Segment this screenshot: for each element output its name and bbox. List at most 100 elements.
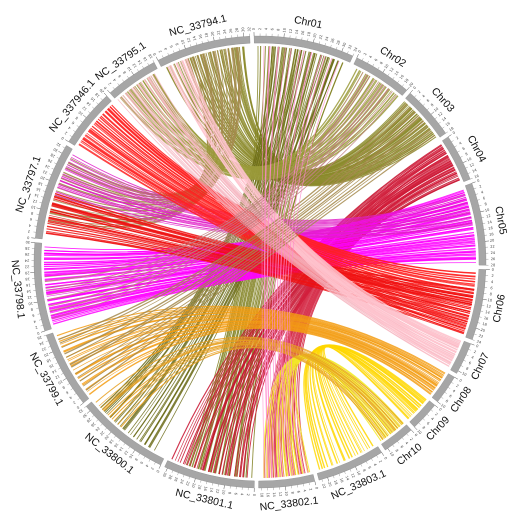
tick-label: 26 (229, 28, 234, 34)
tick-label: 0 (252, 494, 256, 497)
tick-label: 12 (350, 473, 355, 479)
tick-label: 0 (252, 27, 256, 30)
tick-label: 12 (469, 162, 475, 168)
tick-label: 24 (476, 339, 482, 345)
tick-label: 4 (68, 395, 73, 400)
tick-mark (117, 83, 120, 86)
tick-mark (190, 44, 192, 47)
tick-mark (479, 316, 482, 318)
tick-mark (336, 46, 338, 50)
tick-label: 4 (163, 46, 168, 50)
chromosome-arc-chr03 (405, 92, 447, 138)
tick-label: 4 (369, 54, 374, 59)
synteny-link (58, 308, 445, 376)
chromosome-arc-chr06 (465, 269, 487, 340)
tick-label: 16 (445, 121, 452, 127)
tick-label: 8 (30, 211, 34, 216)
tick-mark (148, 459, 151, 462)
synteny-link (46, 230, 465, 333)
tick-label: 28 (85, 417, 92, 424)
tick-mark (36, 307, 39, 309)
synteny-link (88, 327, 432, 395)
tick-label: 12 (123, 449, 129, 455)
tick-mark (355, 466, 358, 471)
tick-label: 16 (339, 477, 345, 483)
tick-label: 2 (35, 325, 38, 329)
tick-label: 10 (461, 371, 468, 377)
tick-label: 10 (57, 379, 64, 385)
tick-label: 24 (324, 35, 329, 41)
tick-mark (402, 437, 404, 440)
synteny-link (70, 317, 438, 386)
synteny-link (226, 171, 457, 476)
synteny-link (181, 60, 458, 351)
tick-mark (128, 446, 131, 449)
tick-mark (414, 426, 418, 431)
synteny-link (87, 327, 432, 394)
tick-mark (58, 367, 61, 370)
tick-mark (381, 452, 385, 456)
tick-mark (82, 114, 87, 118)
tick-mark (409, 89, 413, 94)
tick-mark (92, 106, 95, 109)
tick-label: 6 (64, 390, 69, 395)
synteny-link (49, 88, 390, 312)
synteny-link (47, 83, 384, 301)
tick-label: 0 (314, 486, 319, 490)
tick-mark (40, 330, 45, 333)
tick-label: 10 (389, 451, 395, 458)
tick-label: 10 (128, 453, 134, 460)
tick-mark (387, 448, 391, 452)
tick-mark (138, 453, 140, 456)
synteny-link (45, 75, 371, 289)
tick-mark (173, 50, 175, 53)
tick-mark (65, 139, 69, 142)
tick-mark (475, 328, 480, 330)
tick-mark (454, 145, 457, 148)
synteny-link (45, 78, 376, 292)
tick-mark (397, 80, 400, 83)
tick-mark (327, 477, 330, 482)
synteny-link (58, 103, 408, 341)
tick-label: 24 (94, 426, 101, 433)
tick-label: 2 (455, 136, 459, 141)
synteny-link (51, 203, 473, 304)
tick-label: 6 (29, 217, 33, 221)
tick-label: 18 (197, 484, 202, 490)
chromosome-arc-chr07 (450, 340, 471, 374)
tick-label: 10 (27, 301, 33, 306)
tick-mark (434, 404, 439, 408)
tick-mark (474, 333, 477, 335)
tick-label: 2 (417, 90, 421, 94)
tick-mark (155, 56, 159, 61)
tick-mark (80, 120, 83, 123)
tick-mark (330, 44, 332, 48)
tick-label: 0 (75, 405, 80, 410)
synteny-link (173, 63, 454, 359)
tick-label: 30 (81, 413, 88, 419)
tick-mark (445, 131, 448, 134)
tick-label: 32 (56, 142, 62, 148)
tick-mark (67, 383, 70, 386)
synteny-link (176, 62, 456, 356)
synteny-link (77, 321, 436, 390)
tick-mark (201, 40, 203, 44)
tick-mark (454, 376, 459, 380)
chromosome-label: Chr05 (492, 205, 509, 235)
tick-label: 6 (374, 57, 379, 62)
tick-label: 26 (330, 37, 335, 43)
synteny-link (287, 162, 453, 476)
tick-mark (470, 343, 475, 346)
tick-mark (92, 415, 95, 418)
tick-label: 0 (60, 135, 65, 140)
tick-mark (96, 419, 99, 422)
tick-mark (422, 418, 425, 421)
synteny-link (132, 84, 384, 175)
tick-label: 6 (482, 196, 486, 201)
tick-mark (56, 157, 60, 159)
tick-label: 18 (448, 126, 455, 132)
tick-label: 12 (486, 214, 491, 219)
tick-label: 22 (99, 430, 105, 436)
synteny-link (179, 61, 457, 353)
tick-mark (349, 469, 352, 472)
